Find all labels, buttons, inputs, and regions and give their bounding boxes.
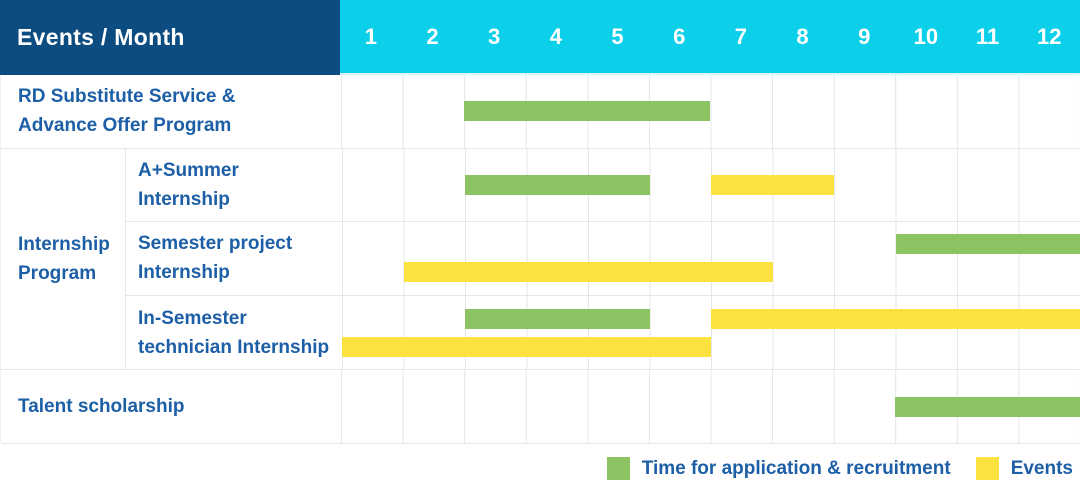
bar-lane [342, 234, 1080, 255]
bar-lane [341, 396, 1080, 417]
group-label-line: Internship [18, 233, 110, 255]
legend-item-events: Events [975, 457, 1073, 480]
row-lanes [342, 296, 1080, 370]
month-header-1: 1 [364, 23, 377, 49]
row-label: A+Summer Internship [126, 149, 342, 222]
legend: Time for application & recruitment Event… [0, 443, 1080, 494]
month-header-5: 5 [611, 23, 624, 49]
bar-lane [342, 308, 1080, 329]
group-label-line: Program [18, 262, 97, 284]
row-label: Talent scholarship [1, 370, 341, 443]
month-header-8: 8 [796, 23, 809, 49]
legend-label-application: Time for application & recruitment [641, 457, 951, 479]
row-group-internship: Internship Program A+Summer Internship Semes… [1, 148, 1080, 371]
header-events-month-cell: Events / Month [0, 0, 340, 75]
row-lanes [341, 370, 1080, 443]
table-row: A+Summer Internship [125, 148, 1080, 223]
legend-item-application: Time for application & recruitment [606, 457, 951, 480]
row-label-line: Internship [138, 262, 230, 284]
row-lanes [342, 222, 1080, 295]
month-header-10: 10 [913, 23, 939, 49]
month-header-7: 7 [734, 23, 747, 49]
row-label: In-Semester technician Internship [126, 296, 342, 370]
row-label-line: A+Summer [138, 159, 239, 181]
gantt-bar-event [403, 262, 773, 283]
table-row: Talent scholarship [1, 370, 1080, 444]
legend-label-events: Events [1010, 457, 1073, 479]
month-header-11: 11 [975, 23, 1000, 49]
bar-lane [341, 101, 1080, 122]
gantt-bar-event [342, 336, 711, 357]
legend-swatch-green-icon [606, 457, 630, 480]
gantt-bar-application-recruitment [895, 396, 1080, 417]
row-label-line: In-Semester [138, 307, 247, 329]
row-timeline [341, 370, 1080, 443]
gantt-body: RD Substitute Service & Advance Offer Pro… [0, 75, 1080, 444]
row-label-line: Talent scholarship [18, 396, 185, 418]
month-header-3: 3 [488, 23, 501, 49]
month-header-row: 1 2 3 4 5 6 7 8 9 10 11 12 [340, 0, 1080, 75]
table-row: RD Substitute Service & Advance Offer Pro… [1, 75, 1080, 149]
bar-lane [342, 174, 1080, 195]
row-timeline [342, 222, 1080, 295]
row-timeline [342, 295, 1080, 370]
gantt-bar-application-recruitment [895, 234, 1080, 255]
month-header-9: 9 [858, 23, 871, 49]
legend-swatch-yellow-icon [975, 457, 999, 480]
bar-lane [342, 262, 1080, 283]
row-timeline [342, 148, 1080, 222]
month-header-6: 6 [673, 23, 686, 49]
row-label-line: Internship [138, 188, 230, 210]
row-label: Semester project Internship [126, 222, 342, 295]
group-label: Internship Program [1, 149, 125, 370]
gantt-bar-application-recruitment [464, 101, 711, 122]
row-label-line: technician Internship [138, 336, 330, 358]
bar-lane [342, 336, 1080, 357]
month-header-2: 2 [426, 23, 439, 49]
row-label-line: RD Substitute Service & [18, 86, 236, 108]
events-table: Events / Month 1 2 3 4 5 6 7 8 9 10 11 12 RD Substi… [0, 0, 1080, 444]
gantt-bar-application-recruitment [465, 174, 650, 195]
month-header-4: 4 [549, 23, 562, 49]
table-header-row: Events / Month 1 2 3 4 5 6 7 8 9 10 11 12 [0, 0, 1080, 75]
row-label: RD Substitute Service & Advance Offer Pro… [1, 75, 341, 148]
group-rows: A+Summer Internship Semester project Intern… [125, 148, 1080, 370]
row-lanes [342, 149, 1080, 222]
gantt-bar-event [711, 174, 834, 195]
table-row: Semester project Internship [125, 222, 1080, 296]
table-row: In-Semester technician Internship [125, 295, 1080, 370]
row-label-line: Advance Offer Program [18, 115, 232, 137]
row-lanes [341, 75, 1080, 148]
row-label-line: Semester project [138, 233, 293, 255]
gantt-bar-application-recruitment [465, 308, 650, 329]
gantt-bar-event [711, 308, 1080, 329]
month-header-12: 12 [1036, 23, 1062, 49]
row-timeline [341, 75, 1080, 148]
